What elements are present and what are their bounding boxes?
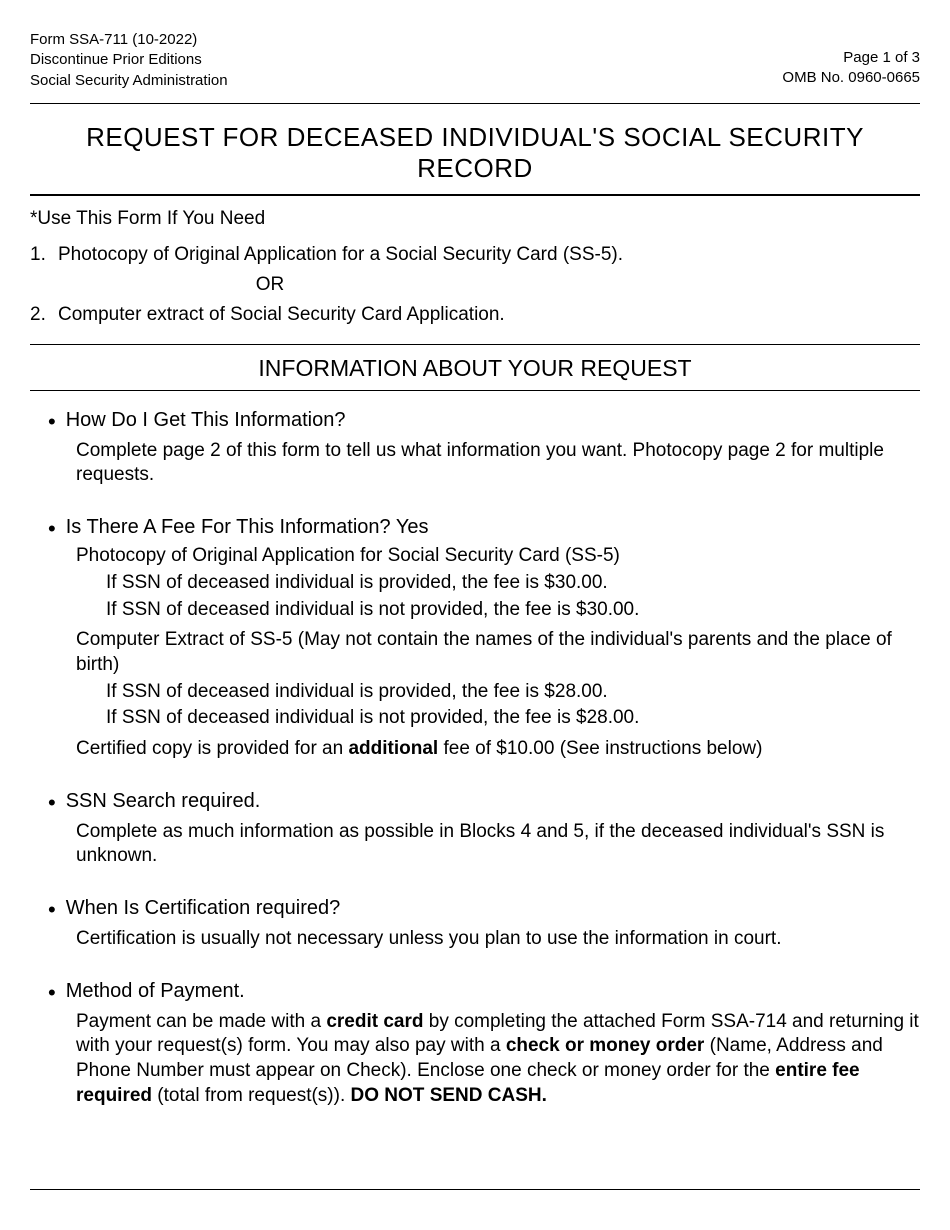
footer-rule <box>30 1189 920 1190</box>
fee-line1b: If SSN of deceased individual is not pro… <box>106 598 920 623</box>
bullet-cert-body: Certification is usually not necessary u… <box>76 927 920 952</box>
pay-p1: Payment can be made with a <box>76 1011 326 1032</box>
header-right: Page 1 of 3 OMB No. 0960-0665 <box>782 30 920 89</box>
header-left: Form SSA-711 (10-2022) Discontinue Prior… <box>30 30 228 91</box>
intro-item-1: 1. Photocopy of Original Application for… <box>30 244 920 266</box>
intro-item-2: 2. Computer extract of Social Security C… <box>30 304 920 326</box>
title-rule <box>30 194 920 196</box>
fee-line2b: If SSN of deceased individual is not pro… <box>106 706 920 731</box>
bullet-list: • How Do I Get This Information? Complet… <box>30 409 920 1109</box>
bullet-cert: • When Is Certification required? Certif… <box>48 897 920 952</box>
bullet-dot-icon: • <box>48 411 56 433</box>
omb-number: OMB No. 0960-0665 <box>782 68 920 88</box>
bullet-dot-icon: • <box>48 982 56 1004</box>
intro-text-2: Computer extract of Social Security Card… <box>58 304 505 326</box>
pay-p4-bold: DO NOT SEND CASH. <box>351 1085 547 1106</box>
pay-p1-bold: credit card <box>326 1011 423 1032</box>
header-rule <box>30 103 920 104</box>
bullet-fee-title: Is There A Fee For This Information? Yes <box>66 516 429 539</box>
agency-name: Social Security Administration <box>30 71 228 91</box>
fee-line1a: If SSN of deceased individual is provide… <box>106 571 920 596</box>
bullet-how-head: • How Do I Get This Information? <box>48 409 920 433</box>
bullet-payment-title: Method of Payment. <box>66 980 245 1003</box>
intro-num-2: 2. <box>30 304 58 326</box>
bullet-how-body: Complete page 2 of this form to tell us … <box>76 439 920 488</box>
section-rule-bottom <box>30 390 920 391</box>
form-id: Form SSA-711 (10-2022) <box>30 30 228 50</box>
fee-line2a: If SSN of deceased individual is provide… <box>106 680 920 705</box>
fee-line2: Computer Extract of SS-5 (May not contai… <box>76 628 920 677</box>
bullet-payment-head: • Method of Payment. <box>48 980 920 1004</box>
bullet-dot-icon: • <box>48 792 56 814</box>
bullet-cert-title: When Is Certification required? <box>66 897 341 920</box>
intro-list: 1. Photocopy of Original Application for… <box>30 244 920 326</box>
pay-p2-bold: check or money order <box>506 1035 705 1056</box>
section-title: INFORMATION ABOUT YOUR REQUEST <box>30 355 920 382</box>
bullet-dot-icon: • <box>48 518 56 540</box>
bullet-ssn: • SSN Search required. Complete as much … <box>48 790 920 869</box>
bullet-cert-head: • When Is Certification required? <box>48 897 920 921</box>
bullet-dot-icon: • <box>48 899 56 921</box>
bullet-how-title: How Do I Get This Information? <box>66 409 346 432</box>
bullet-how: • How Do I Get This Information? Complet… <box>48 409 920 488</box>
bullet-fee: • Is There A Fee For This Information? Y… <box>48 516 920 762</box>
fee-cert-bold: additional <box>348 738 438 759</box>
bullet-ssn-head: • SSN Search required. <box>48 790 920 814</box>
intro-text-1: Photocopy of Original Application for a … <box>58 244 623 266</box>
bullet-fee-head: • Is There A Fee For This Information? Y… <box>48 516 920 540</box>
bullet-ssn-title: SSN Search required. <box>66 790 261 813</box>
fee-cert-pre: Certified copy is provided for an <box>76 738 348 759</box>
bullet-payment: • Method of Payment. Payment can be made… <box>48 980 920 1109</box>
page-header: Form SSA-711 (10-2022) Discontinue Prior… <box>30 30 920 91</box>
fee-cert: Certified copy is provided for an additi… <box>76 737 920 762</box>
fee-line1: Photocopy of Original Application for So… <box>76 544 920 569</box>
section-rule-top <box>30 344 920 345</box>
pay-p4: (total from request(s)). <box>152 1085 351 1106</box>
discontinue-note: Discontinue Prior Editions <box>30 50 228 70</box>
intro-or: OR <box>240 274 300 296</box>
page-number: Page 1 of 3 <box>782 48 920 68</box>
intro-num-1: 1. <box>30 244 58 266</box>
bullet-payment-body: Payment can be made with a credit card b… <box>76 1010 920 1109</box>
bullet-ssn-body: Complete as much information as possible… <box>76 820 920 869</box>
intro-label: *Use This Form If You Need <box>30 208 920 230</box>
main-title: REQUEST FOR DECEASED INDIVIDUAL'S SOCIAL… <box>30 122 920 184</box>
fee-cert-post: fee of $10.00 (See instructions below) <box>438 738 762 759</box>
